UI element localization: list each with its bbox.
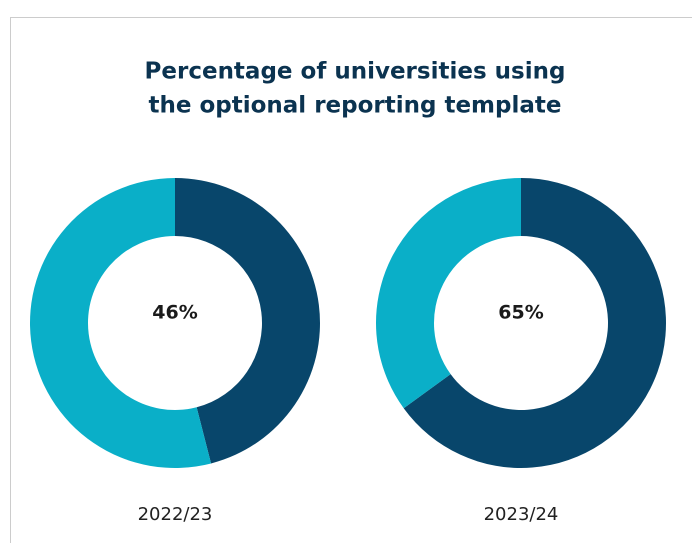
chart-title: Percentage of universities using bbox=[145, 59, 566, 85]
chart-title: the optional reporting template bbox=[148, 93, 561, 119]
donut-segment bbox=[175, 178, 321, 464]
chart-label: 2023/24 bbox=[484, 504, 559, 525]
donut-segment bbox=[30, 178, 212, 468]
chart-label: 2022/23 bbox=[138, 504, 213, 525]
donut-segment bbox=[403, 178, 666, 469]
center-label: 46% bbox=[152, 302, 197, 324]
center-label: 65% bbox=[498, 302, 543, 324]
donut-segment bbox=[376, 178, 521, 409]
